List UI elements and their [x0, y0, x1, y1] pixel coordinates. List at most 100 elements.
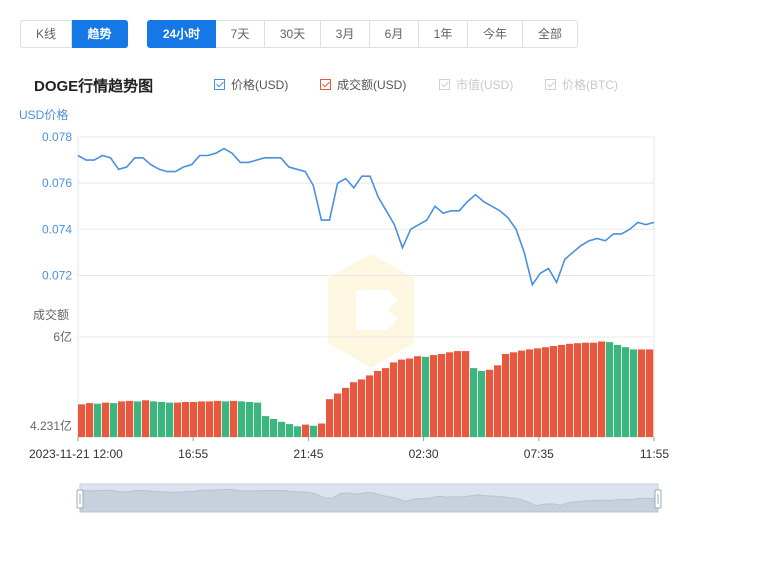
volume-bar [262, 416, 270, 437]
legend-label: 成交额(USD) [337, 77, 407, 92]
volume-bar [182, 402, 190, 437]
legend-marketcap-usd[interactable]: 市值(USD) [439, 76, 513, 92]
volume-tick-label: 4.231亿 [30, 418, 72, 433]
volume-bar [550, 346, 558, 437]
volume-bar [94, 403, 102, 437]
volume-bar [598, 341, 606, 437]
volume-bar [614, 344, 622, 437]
price-axis-label: USD价格 [19, 107, 68, 122]
volume-bar [254, 402, 262, 437]
x-tick-label: 07:35 [524, 447, 554, 461]
volume-bar [126, 400, 134, 437]
tab-1y[interactable]: 1年 [419, 20, 468, 48]
tab-ytd[interactable]: 今年 [468, 20, 523, 48]
tab-24h[interactable]: 24小时 [147, 20, 216, 48]
tab-kline[interactable]: K线 [20, 20, 72, 48]
volume-bar [302, 424, 310, 437]
volume-bar [134, 401, 142, 437]
range-tab-group: 24小时 7天 30天 3月 6月 1年 今年 全部 [147, 20, 578, 48]
volume-bar [438, 354, 446, 437]
volume-bar [150, 401, 158, 437]
legend-price-btc[interactable]: 价格(BTC) [545, 76, 618, 92]
tab-30d[interactable]: 30天 [265, 20, 321, 48]
volume-bar [230, 400, 238, 437]
price-tick-label: 0.078 [42, 130, 72, 144]
volume-bar [366, 375, 374, 437]
volume-tick-label: 6亿 [53, 329, 72, 344]
volume-bar [78, 404, 86, 437]
price-line [77, 147, 655, 287]
volume-bar [518, 350, 526, 437]
volume-bar [294, 426, 302, 437]
x-tick-labels: 2023-11-21 12:00 16:55 21:45 02:30 07:35 11:5… [29, 437, 669, 461]
legend-price-usd[interactable]: 价格(USD) [214, 76, 288, 92]
navigator-right-handle[interactable] [654, 489, 662, 509]
checkbox-icon [439, 78, 450, 90]
price-tick-label: 0.076 [42, 176, 72, 190]
volume-bar [462, 351, 470, 437]
volume-bar [350, 382, 358, 437]
volume-bar [574, 343, 582, 437]
tab-all[interactable]: 全部 [523, 20, 578, 48]
volume-tick-labels: 6亿 4.231亿 [30, 329, 72, 433]
volume-bar [358, 379, 366, 437]
volume-bar [534, 348, 542, 437]
volume-bar [310, 425, 318, 437]
volume-bar [286, 424, 294, 437]
volume-bar [526, 349, 534, 437]
volume-bar [542, 347, 550, 437]
tab-6m[interactable]: 6月 [370, 20, 419, 48]
legend-volume-usd[interactable]: 成交额(USD) [320, 76, 406, 92]
volume-bar [382, 368, 390, 437]
volume-bar [238, 401, 246, 437]
volume-bar [422, 356, 430, 437]
legend-label: 价格(USD) [231, 77, 289, 92]
volume-bar [638, 349, 646, 437]
tab-trend[interactable]: 趋势 [72, 20, 128, 48]
volume-axis-label: 成交额 [33, 307, 69, 322]
price-tick-labels: 0.078 0.076 0.074 0.072 [42, 130, 72, 282]
volume-bar [630, 349, 638, 437]
volume-bar [278, 421, 286, 437]
volume-bar [494, 365, 502, 437]
price-tick-label: 0.072 [42, 268, 72, 282]
volume-bar [142, 400, 150, 437]
volume-bar [326, 399, 334, 437]
volume-bar [206, 401, 214, 437]
tab-7d[interactable]: 7天 [216, 20, 265, 48]
x-tick-label: 16:55 [178, 447, 208, 461]
navigator-left-handle[interactable] [76, 489, 84, 509]
volume-bar [446, 352, 454, 437]
price-tick-label: 0.074 [42, 222, 72, 236]
volume-bar [158, 402, 166, 437]
volume-bar [454, 351, 462, 437]
volume-bar [510, 352, 518, 437]
volume-bar [214, 400, 222, 437]
volume-bar [110, 403, 118, 437]
volume-bar [478, 370, 486, 437]
x-tick-label: 21:45 [293, 447, 323, 461]
volume-bar [86, 403, 94, 437]
zoom-navigator[interactable] [76, 483, 662, 513]
checkbox-icon [320, 78, 331, 90]
volume-bar [166, 402, 174, 437]
volume-bar [486, 369, 494, 437]
checkbox-icon [545, 78, 556, 90]
volume-bar [470, 368, 478, 437]
volume-bar [246, 402, 254, 437]
watermark-logo [328, 254, 414, 368]
volume-bar [342, 387, 350, 437]
volume-bar [646, 349, 654, 437]
volume-bar [222, 401, 230, 437]
tab-3m[interactable]: 3月 [321, 20, 370, 48]
volume-bar [198, 401, 206, 437]
volume-bar [582, 342, 590, 437]
volume-bar [502, 354, 510, 437]
volume-bar [398, 359, 406, 437]
legend-label: 价格(BTC) [562, 77, 618, 92]
legend-label: 市值(USD) [456, 77, 514, 92]
volume-bar [270, 419, 278, 437]
volume-bar [334, 393, 342, 437]
x-tick-label: 2023-11-21 12:00 [29, 447, 123, 461]
volume-bar [430, 355, 438, 437]
